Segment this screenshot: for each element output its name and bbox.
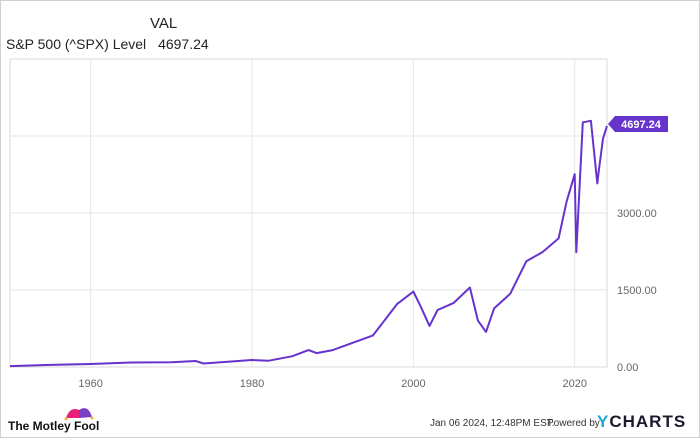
x-tick-label: 2020 bbox=[562, 378, 586, 390]
x-axis-labels: 1960 1980 2000 2020 bbox=[78, 378, 587, 390]
callout-value: 4697.24 bbox=[621, 119, 662, 131]
powered-by-label: Powered by bbox=[547, 418, 600, 429]
plot-area-border bbox=[9, 58, 608, 368]
y-tick-label: 0.00 bbox=[617, 362, 638, 374]
y-tick-label: 3000.00 bbox=[617, 208, 657, 220]
last-value-callout: 4697.24 bbox=[608, 116, 668, 132]
x-tick-label: 2000 bbox=[401, 378, 425, 390]
y-axis-labels: 0.00 1500.00 3000.00 bbox=[617, 208, 657, 374]
x-tick-label: 1960 bbox=[78, 378, 102, 390]
price-line bbox=[9, 119, 608, 368]
x-tick-label: 1980 bbox=[240, 378, 264, 390]
column-header-val: VAL bbox=[150, 15, 178, 32]
legend-series-name: S&P 500 (^SPX) Level bbox=[6, 36, 147, 52]
legend-row: S&P 500 (^SPX) Level 4697.24 bbox=[6, 36, 217, 52]
ycharts-logo: YCHARTS bbox=[597, 412, 687, 431]
y-tick-label: 1500.00 bbox=[617, 285, 657, 297]
timestamp: Jan 06 2024, 12:48PM EST. bbox=[430, 418, 555, 429]
motley-fool-hat-icon bbox=[64, 408, 94, 421]
motley-fool-logo: The Motley Fool bbox=[8, 419, 100, 433]
gridlines bbox=[10, 59, 607, 368]
legend-series-value: 4697.24 bbox=[158, 36, 209, 52]
